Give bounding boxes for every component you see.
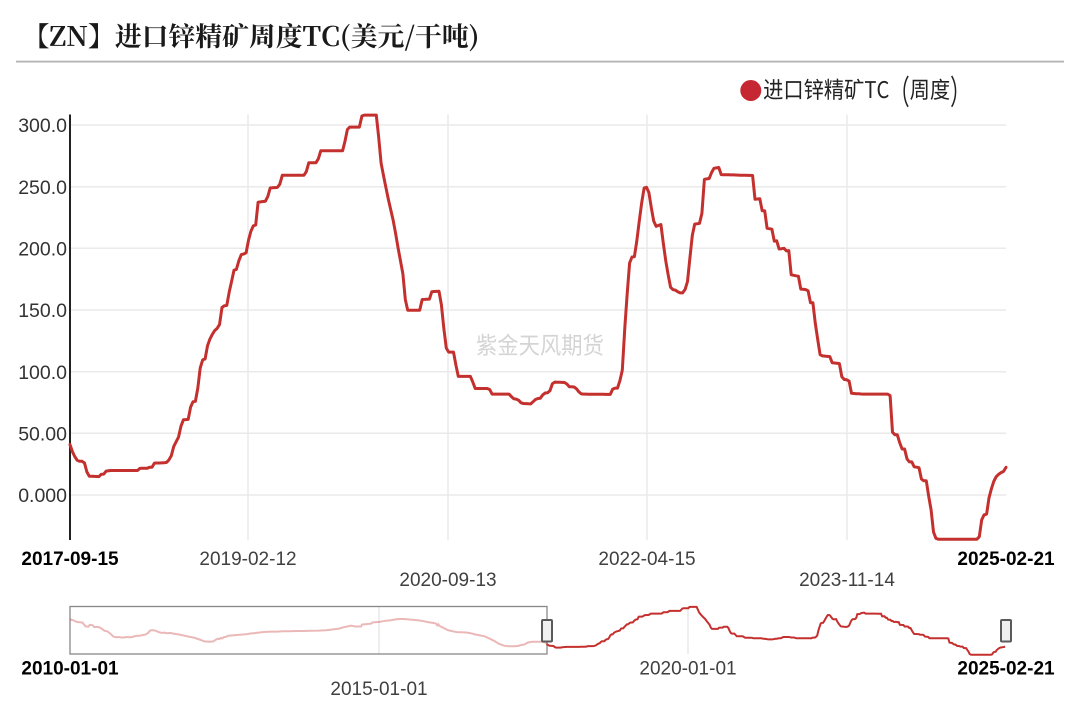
svg-text:250.0: 250.0 (18, 177, 67, 199)
svg-text:100.0: 100.0 (18, 362, 67, 384)
svg-text:2020-09-13: 2020-09-13 (399, 570, 496, 591)
svg-text:2025-02-21: 2025-02-21 (957, 549, 1055, 570)
svg-text:0.000: 0.000 (18, 485, 67, 507)
svg-text:2020-01-01: 2020-01-01 (639, 659, 736, 680)
svg-text:2010-01-01: 2010-01-01 (21, 659, 119, 680)
svg-text:300.0: 300.0 (18, 115, 67, 137)
svg-text:150.0: 150.0 (18, 300, 67, 322)
svg-text:2025-02-21: 2025-02-21 (957, 659, 1055, 680)
svg-text:2023-11-14: 2023-11-14 (799, 570, 895, 591)
svg-text:200.0: 200.0 (18, 238, 67, 260)
svg-text:2015-01-01: 2015-01-01 (330, 679, 427, 700)
svg-text:2019-02-12: 2019-02-12 (199, 549, 296, 570)
svg-text:2017-09-15: 2017-09-15 (21, 549, 119, 570)
svg-text:50.00: 50.00 (18, 423, 67, 445)
svg-text:2022-04-15: 2022-04-15 (598, 549, 695, 570)
